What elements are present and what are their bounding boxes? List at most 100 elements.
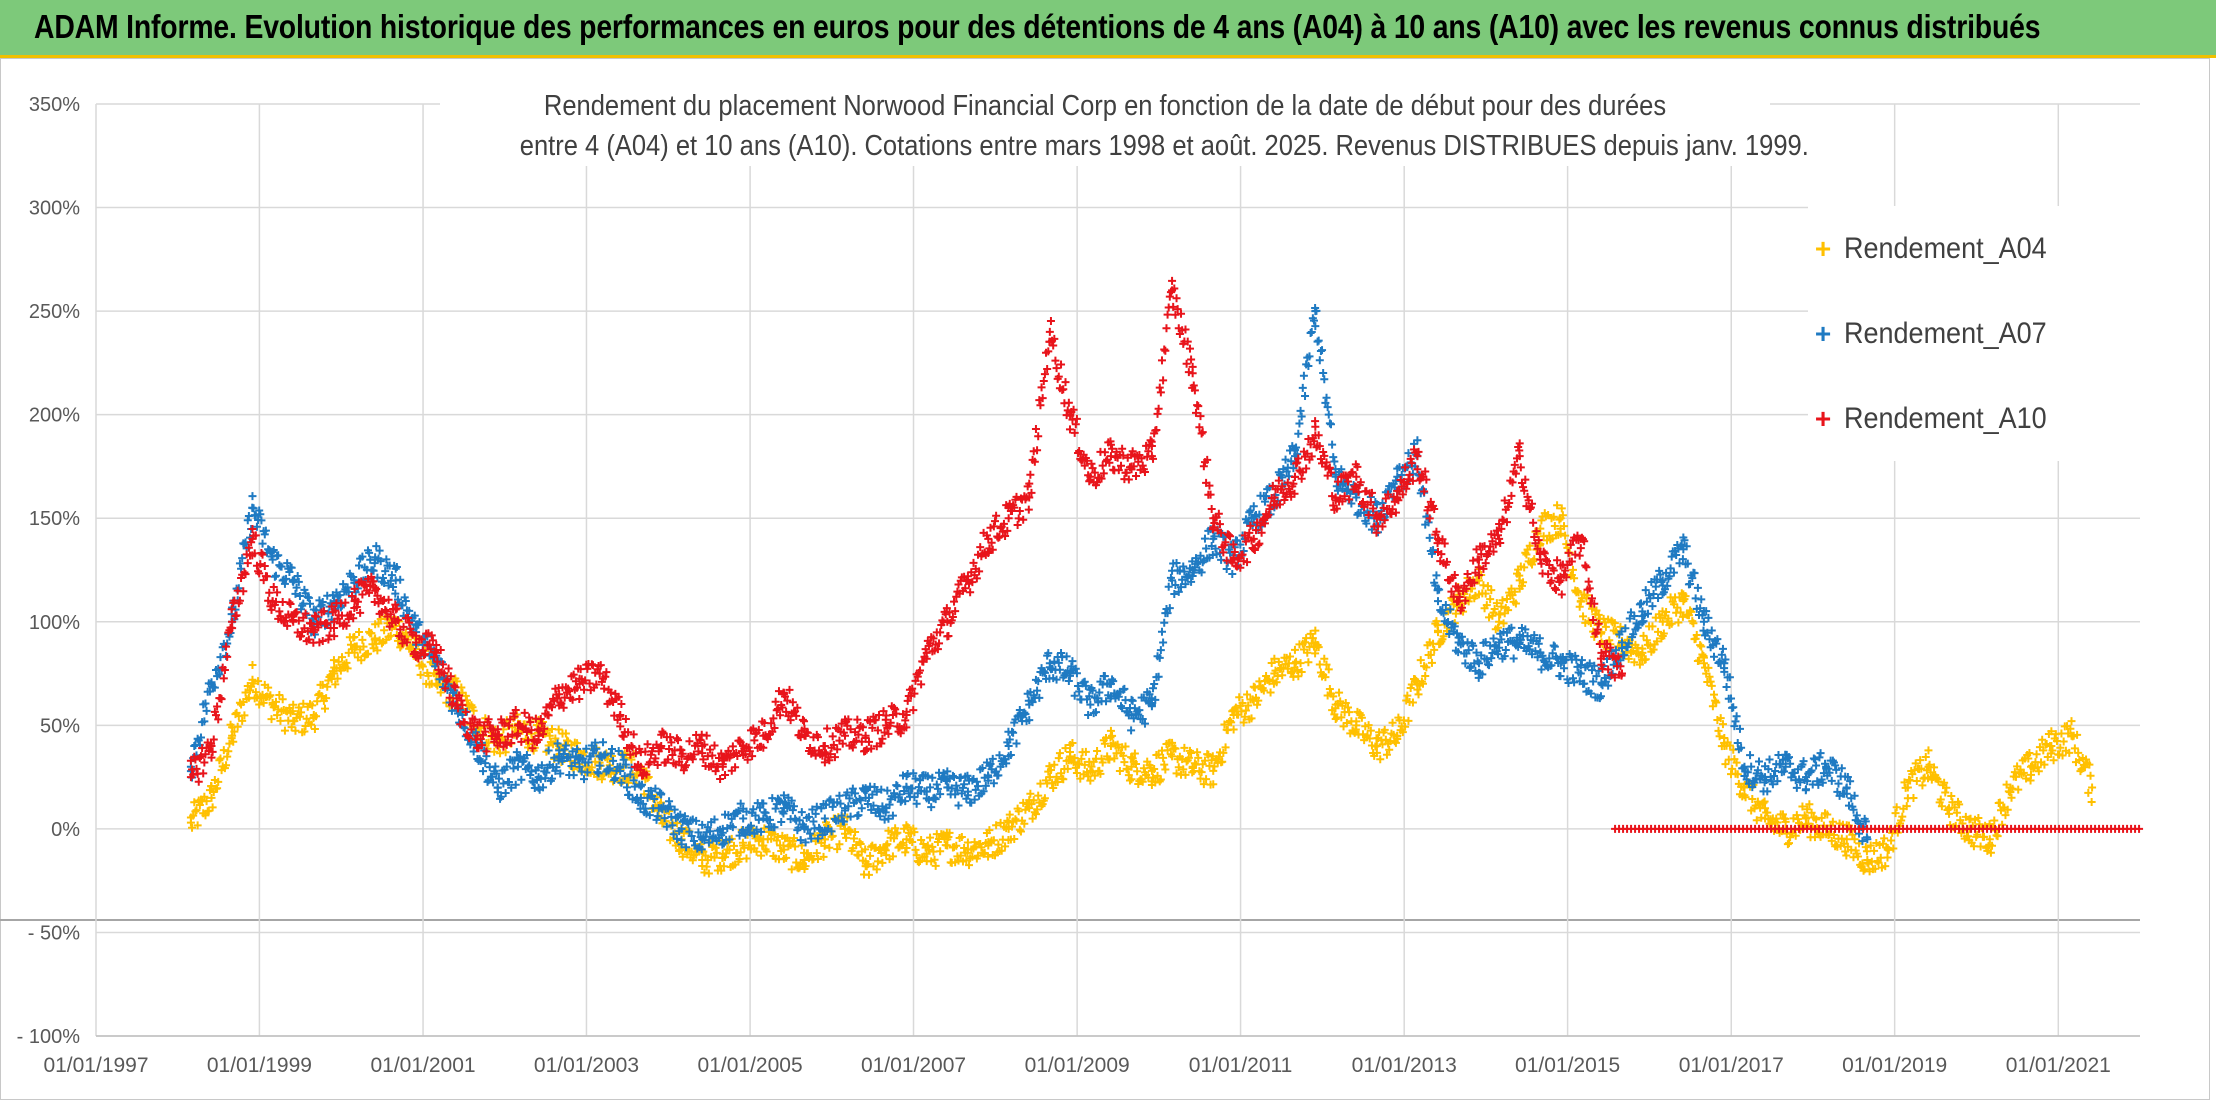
data-point	[1220, 720, 1229, 729]
data-point	[1040, 794, 1049, 803]
data-point	[505, 778, 514, 787]
data-point	[924, 795, 933, 804]
data-point	[1499, 619, 1508, 628]
data-point	[295, 712, 304, 721]
data-point	[1172, 294, 1181, 303]
data-point	[1547, 661, 1556, 670]
data-point	[837, 811, 846, 820]
data-point	[501, 788, 510, 797]
data-point	[1053, 778, 1062, 787]
data-point	[1140, 719, 1149, 728]
data-point	[735, 854, 744, 863]
data-point	[1432, 571, 1441, 580]
data-point	[957, 832, 966, 841]
data-point	[496, 749, 505, 758]
data-point	[755, 803, 764, 812]
data-point	[1119, 751, 1128, 760]
data-point	[1357, 713, 1366, 722]
data-point	[929, 847, 938, 856]
data-point	[200, 717, 209, 726]
data-point	[251, 511, 260, 520]
data-point	[541, 774, 550, 783]
data-point	[1773, 777, 1782, 786]
data-point	[1649, 645, 1658, 654]
data-point	[863, 800, 872, 809]
data-point	[1100, 448, 1109, 457]
data-point	[885, 800, 894, 809]
data-point	[391, 589, 400, 598]
data-point	[1926, 768, 1935, 777]
data-point	[274, 551, 283, 560]
data-point	[1710, 652, 1719, 661]
data-point	[476, 757, 485, 766]
data-point	[1662, 607, 1671, 616]
data-point	[1901, 783, 1910, 792]
data-point	[542, 768, 551, 777]
data-point	[1061, 744, 1070, 753]
data-point	[1187, 577, 1196, 586]
data-point	[997, 846, 1006, 855]
data-point	[190, 742, 199, 751]
data-point	[1487, 654, 1496, 663]
y-tick-label: - 100%	[17, 1026, 81, 1048]
data-point	[1630, 612, 1639, 621]
data-point	[1337, 713, 1346, 722]
data-point	[1327, 420, 1335, 429]
data-point	[1490, 604, 1499, 613]
data-point	[965, 861, 974, 870]
data-point	[258, 539, 267, 548]
data-point	[382, 555, 391, 564]
data-point	[1485, 661, 1494, 670]
data-point	[992, 821, 1001, 830]
data-point	[1168, 276, 1177, 285]
data-point	[1579, 612, 1588, 621]
data-point	[1304, 658, 1313, 667]
data-point	[384, 595, 393, 604]
data-point	[1180, 743, 1189, 752]
data-point	[1062, 652, 1071, 661]
data-point	[1129, 714, 1138, 723]
data-point	[1588, 604, 1597, 613]
data-point	[257, 516, 266, 525]
data-point	[960, 780, 969, 789]
data-point	[254, 677, 263, 686]
data-point	[1582, 563, 1591, 572]
data-point	[901, 848, 910, 857]
data-point	[872, 865, 881, 874]
data-point	[1333, 486, 1342, 495]
data-point	[1862, 847, 1871, 856]
data-point	[667, 812, 676, 821]
data-point	[1812, 761, 1821, 770]
data-point	[776, 797, 785, 806]
data-point	[1525, 645, 1534, 654]
data-point	[745, 841, 754, 850]
data-point	[1411, 675, 1420, 684]
data-point	[1221, 743, 1230, 752]
data-point	[619, 755, 628, 764]
data-point	[704, 838, 713, 847]
data-point	[867, 805, 876, 814]
data-point	[1803, 805, 1812, 814]
data-point	[746, 821, 755, 830]
data-point	[1401, 722, 1410, 731]
data-point	[944, 833, 953, 842]
data-point	[1638, 618, 1647, 627]
data-point	[1320, 375, 1329, 384]
data-point	[884, 729, 893, 738]
data-point	[1686, 606, 1695, 615]
data-point	[207, 782, 216, 791]
data-point	[968, 776, 977, 785]
data-point	[299, 699, 308, 708]
data-point	[1481, 638, 1490, 647]
data-point	[1293, 450, 1302, 459]
data-point	[310, 724, 319, 733]
data-point	[1014, 807, 1023, 816]
data-point	[1102, 697, 1111, 706]
data-point	[1772, 814, 1781, 823]
data-point	[1979, 832, 1988, 841]
data-point	[1489, 634, 1498, 643]
data-point	[779, 791, 788, 800]
data-point	[1295, 419, 1304, 428]
data-point	[1892, 803, 1901, 812]
data-point	[930, 855, 939, 864]
